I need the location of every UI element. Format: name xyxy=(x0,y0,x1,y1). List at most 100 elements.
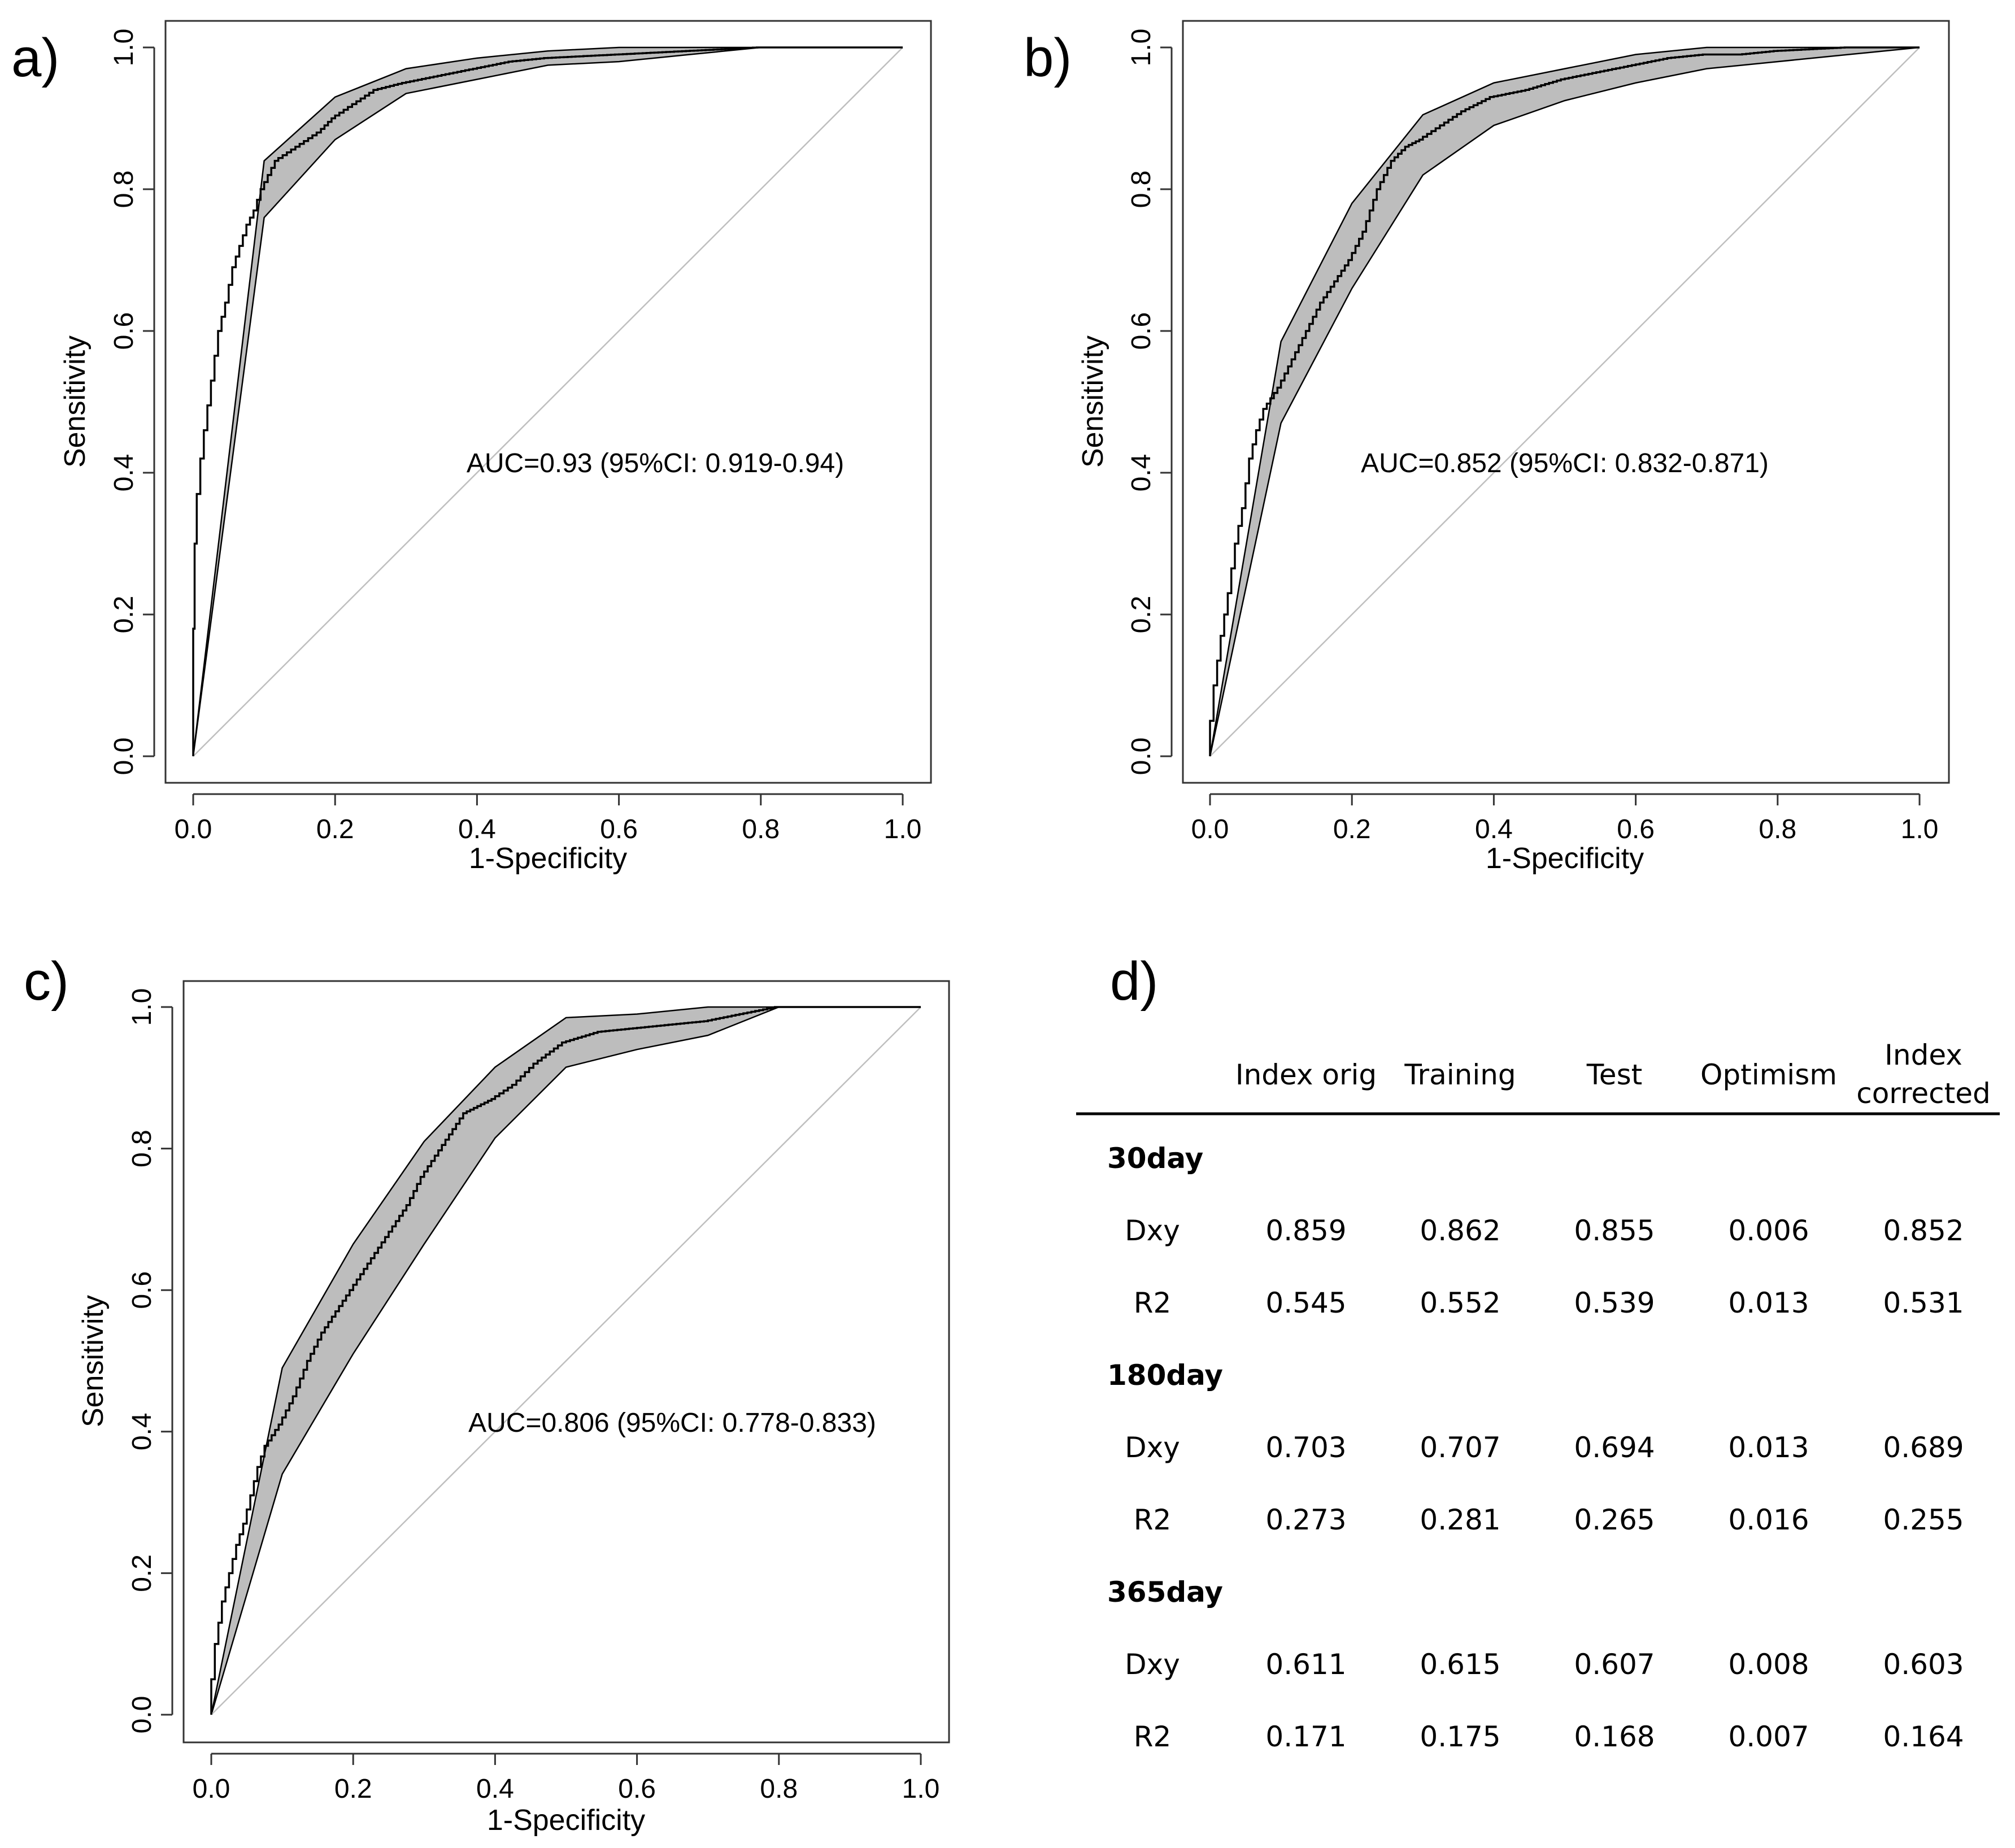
x-tick-label: 0.8 xyxy=(1759,814,1796,844)
roc-panel-c: c) 0.0 0.2 0.4 0.6 0.8 1.0 1-Specificity 0.0 0.2 0… xyxy=(24,951,950,1837)
table-cell: 0.607 xyxy=(1574,1648,1655,1681)
x-tick-label: 0.4 xyxy=(458,814,496,844)
row-label: R2 xyxy=(1134,1720,1172,1753)
x-tick-label: 1.0 xyxy=(1901,814,1939,844)
table-cell: 0.171 xyxy=(1265,1720,1346,1753)
x-axis-label: 1-Specificity xyxy=(487,1804,645,1837)
y-tick-label: 0.4 xyxy=(109,454,139,492)
table-cell: 0.008 xyxy=(1728,1648,1809,1681)
x-tick-label: 1.0 xyxy=(884,814,922,844)
table-cell: 0.694 xyxy=(1574,1431,1655,1464)
y-tick-label: 0.4 xyxy=(1126,454,1156,492)
row-label: Dxy xyxy=(1125,1214,1180,1247)
row-label: R2 xyxy=(1134,1287,1172,1319)
x-tick-label: 0.4 xyxy=(476,1774,514,1804)
table-cell: 0.603 xyxy=(1883,1648,1964,1681)
x-tick-label: 0.0 xyxy=(193,1774,230,1804)
column-header: Index orig xyxy=(1235,1058,1377,1091)
table-cell: 0.852 xyxy=(1883,1214,1964,1247)
x-tick-label: 0.4 xyxy=(1475,814,1513,844)
x-tick-label: 0.8 xyxy=(760,1774,798,1804)
y-tick-label: 1.0 xyxy=(1126,29,1156,67)
y-axis-label: Sensitivity xyxy=(77,1295,110,1427)
table-cell: 0.013 xyxy=(1728,1287,1809,1319)
roc-curve xyxy=(1209,46,1920,756)
column-header: Optimism xyxy=(1700,1058,1837,1091)
results-table: d) Index orig Training Test Optimism Index cor… xyxy=(1076,951,2000,1753)
table-cell: 0.255 xyxy=(1883,1503,1964,1536)
table-cell: 0.531 xyxy=(1883,1287,1964,1319)
x-tick-label: 0.2 xyxy=(316,814,354,844)
x-tick-label: 0.2 xyxy=(1333,814,1371,844)
y-tick-label: 0.4 xyxy=(127,1413,157,1450)
y-tick-label: 0.0 xyxy=(127,1696,157,1734)
group-label: 365day xyxy=(1107,1576,1223,1609)
table-cell: 0.707 xyxy=(1420,1431,1500,1464)
y-tick-label: 1.0 xyxy=(127,988,157,1026)
x-tick-label: 0.0 xyxy=(175,814,212,844)
y-tick-label: 0.6 xyxy=(109,312,139,350)
y-tick-label: 0.2 xyxy=(109,596,139,634)
confidence-band xyxy=(210,1006,921,1715)
row-label: Dxy xyxy=(1125,1648,1180,1681)
x-axis-label: 1-Specificity xyxy=(1486,842,1644,875)
table-cell: 0.016 xyxy=(1728,1503,1809,1536)
plot-frame xyxy=(1182,20,1950,784)
y-axis-label: Sensitivity xyxy=(59,335,92,468)
y-tick-label: 0.8 xyxy=(1126,171,1156,208)
panel-label: d) xyxy=(1110,951,1158,1012)
reference-diagonal xyxy=(193,47,903,757)
table-cell: 0.013 xyxy=(1728,1431,1809,1464)
x-tick-label: 1.0 xyxy=(902,1774,940,1804)
table-cell: 0.007 xyxy=(1728,1720,1809,1753)
table-cell: 0.862 xyxy=(1420,1214,1500,1247)
auc-annotation: AUC=0.852 (95%CI: 0.832-0.871) xyxy=(1361,448,1769,478)
column-header: Index corrected xyxy=(1856,1039,1991,1110)
table-cell: 0.006 xyxy=(1728,1214,1809,1247)
row-label: R2 xyxy=(1134,1503,1172,1536)
y-tick-label: 1.0 xyxy=(109,29,139,67)
y-tick-label: 0.0 xyxy=(109,738,139,775)
y-tick-label: 0.2 xyxy=(127,1554,157,1592)
reference-diagonal xyxy=(211,1006,921,1715)
x-tick-label: 0.6 xyxy=(618,1774,656,1804)
y-tick-label: 0.6 xyxy=(1126,312,1156,350)
x-tick-label: 0.0 xyxy=(1191,814,1229,844)
table-cell: 0.615 xyxy=(1420,1648,1500,1681)
y-axis-label: Sensitivity xyxy=(1077,335,1109,468)
panel-label: b) xyxy=(1024,28,1072,88)
roc-panel-b: b) 0.0 0.2 0.4 0.6 0.8 1.0 1-Specificity 0.0 0.2 0… xyxy=(1024,20,1950,875)
y-tick-label: 0.0 xyxy=(1126,738,1156,775)
roc-curve xyxy=(210,1006,921,1715)
auc-annotation: AUC=0.806 (95%CI: 0.778-0.833) xyxy=(468,1408,876,1438)
x-tick-label: 0.2 xyxy=(334,1774,372,1804)
plot-frame xyxy=(164,20,932,784)
y-tick-label: 0.6 xyxy=(127,1271,157,1309)
table-cell: 0.859 xyxy=(1265,1214,1346,1247)
table-cell: 0.855 xyxy=(1574,1214,1655,1247)
table-cell: 0.168 xyxy=(1574,1720,1655,1753)
row-label: Dxy xyxy=(1125,1431,1180,1464)
roc-panel-a: a) 0.0 0.2 0.4 0.6 0.8 1.0 1-Specificity 0.0 0.2 0… xyxy=(11,20,932,875)
table-cell: 0.611 xyxy=(1265,1648,1346,1681)
table-cell: 0.545 xyxy=(1265,1287,1346,1319)
panel-label: a) xyxy=(11,28,59,88)
column-header: Training xyxy=(1404,1058,1516,1091)
reference-diagonal xyxy=(1209,47,1920,757)
table-cell: 0.552 xyxy=(1420,1287,1500,1319)
panel-label: c) xyxy=(24,951,69,1012)
plot-frame xyxy=(182,980,950,1744)
table-cell: 0.164 xyxy=(1883,1720,1964,1753)
table-cell: 0.175 xyxy=(1420,1720,1500,1753)
confidence-band xyxy=(192,46,903,757)
x-tick-label: 0.8 xyxy=(742,814,780,844)
y-tick-label: 0.8 xyxy=(109,171,139,208)
column-header: Test xyxy=(1586,1058,1642,1091)
table-cell: 0.539 xyxy=(1574,1287,1655,1319)
table-cell: 0.689 xyxy=(1883,1431,1964,1464)
table-cell: 0.703 xyxy=(1265,1431,1346,1464)
table-cell: 0.281 xyxy=(1420,1503,1500,1536)
x-axis-label: 1-Specificity xyxy=(469,842,627,875)
x-tick-label: 0.6 xyxy=(1617,814,1655,844)
